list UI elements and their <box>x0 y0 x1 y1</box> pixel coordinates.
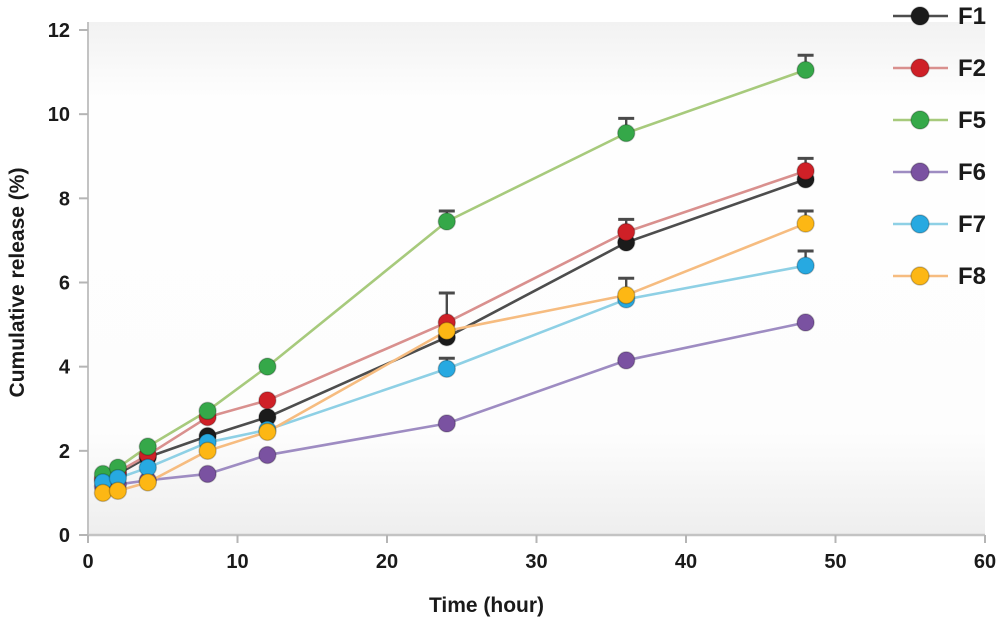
legend-label-F5: F5 <box>958 107 986 134</box>
x-tick-label: 30 <box>525 551 547 573</box>
legend-item-F7: F7 <box>893 211 986 238</box>
legend-item-F1: F1 <box>893 3 986 30</box>
data-point-F8 <box>437 321 456 341</box>
legend-label-F2: F2 <box>958 55 986 82</box>
data-point-F8 <box>796 214 815 233</box>
legend-item-F2: F2 <box>893 55 986 82</box>
data-point-F6 <box>796 313 815 332</box>
data-point-F5 <box>258 357 277 376</box>
y-axis-title: Cumulative release (%) <box>6 168 29 398</box>
data-point-F7 <box>437 359 456 378</box>
legend-marker-F2 <box>910 58 930 78</box>
y-tick-label: 10 <box>48 104 70 126</box>
y-tick-label: 0 <box>59 525 70 547</box>
data-point-F6 <box>198 464 217 484</box>
data-point-F6 <box>258 445 277 465</box>
y-tick-label: 2 <box>59 441 70 463</box>
x-tick-label: 20 <box>376 551 398 573</box>
data-point-F2 <box>258 391 277 410</box>
x-tick-label: 40 <box>675 551 697 573</box>
data-point-F2 <box>796 161 815 181</box>
legend-label-F1: F1 <box>958 3 986 30</box>
data-point-F7 <box>796 256 815 275</box>
legend-marker-F7 <box>910 214 930 234</box>
x-tick-label: 60 <box>974 551 996 573</box>
data-point-F6 <box>617 351 636 370</box>
data-point-F5 <box>138 437 158 456</box>
data-point-F6 <box>437 414 456 433</box>
legend-marker-F8 <box>910 266 930 286</box>
x-tick-label: 0 <box>82 551 93 573</box>
y-tick-label: 6 <box>59 273 70 295</box>
legend-label-F6: F6 <box>958 159 986 186</box>
legend-marker-F6 <box>910 162 930 182</box>
data-point-F2 <box>617 222 636 242</box>
data-point-F8 <box>138 473 158 492</box>
data-point-F8 <box>93 483 113 503</box>
data-point-F8 <box>258 422 277 442</box>
y-tick-label: 8 <box>59 188 70 210</box>
legend-item-F6: F6 <box>893 159 986 186</box>
legend-label-F8: F8 <box>958 263 986 290</box>
data-point-F8 <box>617 285 636 305</box>
x-axis-title: Time (hour) <box>429 594 544 617</box>
y-tick-label: 4 <box>59 357 71 379</box>
legend-item-F8: F8 <box>893 263 986 290</box>
data-point-F5 <box>617 123 636 143</box>
y-tick-label: 12 <box>48 20 70 42</box>
data-point-F8 <box>108 481 128 501</box>
data-point-F5 <box>198 401 217 421</box>
data-point-F8 <box>198 441 217 461</box>
data-point-F5 <box>437 212 456 231</box>
legend-marker-F1 <box>910 6 930 26</box>
legend-label-F7: F7 <box>958 211 986 238</box>
legend-marker-F5 <box>910 110 930 130</box>
x-tick-label: 50 <box>824 551 846 573</box>
legend-item-F5: F5 <box>893 107 986 134</box>
x-tick-label: 10 <box>226 551 248 573</box>
data-point-F5 <box>796 60 815 80</box>
